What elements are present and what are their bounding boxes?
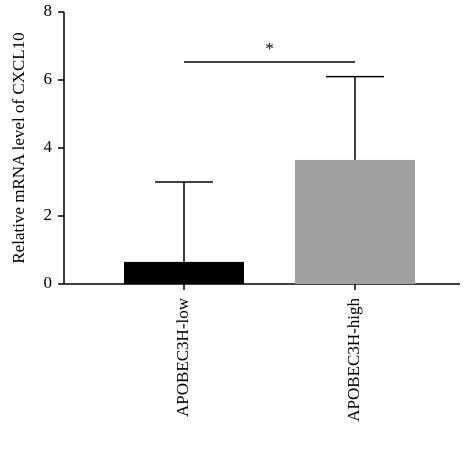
y-axis-label: Relative mRNA level of CXCL10: [9, 32, 28, 263]
y-tick-label: 0: [44, 273, 53, 292]
y-tick-label: 8: [44, 1, 53, 20]
x-tick-label: APOBEC3H-high: [344, 298, 363, 422]
y-tick-label: 4: [44, 137, 53, 156]
x-tick-label: APOBEC3H-low: [173, 297, 192, 417]
bar: [295, 159, 415, 284]
significance-label: *: [265, 39, 274, 58]
y-tick-label: 2: [44, 205, 53, 224]
y-tick-label: 6: [44, 69, 53, 88]
bar: [124, 261, 244, 284]
